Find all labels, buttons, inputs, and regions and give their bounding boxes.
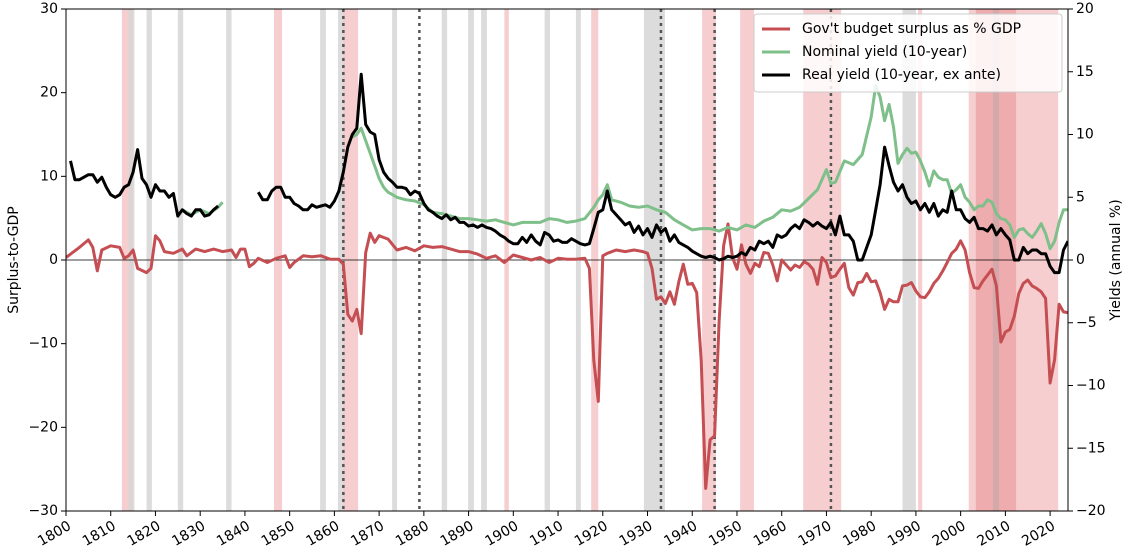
y-tick-label: −30 (28, 503, 58, 519)
y-tick-label: 20 (40, 85, 58, 101)
x-tick-label: 2000 (930, 518, 969, 550)
x-tick-label: 1950 (706, 518, 745, 550)
x-tick-label: 1880 (393, 518, 432, 550)
x-tick-label: 1810 (80, 518, 119, 550)
y2-tick-label: 0 (1076, 252, 1085, 268)
x-tick-label: 1990 (885, 518, 924, 550)
x-tick-label: 1960 (751, 518, 790, 550)
x-tick-label: 1890 (438, 518, 477, 550)
y2-tick-label: 20 (1076, 1, 1094, 17)
y2-tick-label: 15 (1076, 64, 1094, 80)
y2-tick-label: −10 (1076, 378, 1106, 394)
y-axis-label: Surplus-to-GDP (6, 206, 22, 313)
y-tick-label: −10 (28, 336, 58, 352)
series-line (69, 72, 1068, 275)
x-tick-label: 1820 (125, 518, 164, 550)
y2-tick-label: −15 (1076, 440, 1106, 456)
x-tick-label: 1980 (840, 518, 879, 550)
x-tick-label: 1840 (214, 518, 253, 550)
y2-tick-label: 5 (1076, 189, 1085, 205)
series-line (66, 222, 1068, 490)
y-tick-label: −20 (28, 419, 58, 435)
legend-label: Nominal yield (10-year) (802, 44, 967, 60)
x-tick-label: 2010 (975, 518, 1014, 550)
legend: Gov't budget surplus as % GDP Nominal yie… (753, 13, 1063, 93)
x-tick-label: 1900 (482, 518, 521, 550)
y-tick-label: 0 (49, 252, 58, 268)
x-tick-label: 1920 (572, 518, 611, 550)
x-tick-label: 1910 (527, 518, 566, 550)
x-tick-label: 1800 (35, 518, 74, 550)
x-tick-label: 1830 (169, 518, 208, 550)
x-tick-label: 1940 (661, 518, 700, 550)
x-tick-label: 1970 (796, 518, 835, 550)
x-tick-label: 1850 (259, 518, 298, 550)
legend-label: Real yield (10-year, ex ante) (802, 67, 1001, 83)
legend-box (753, 13, 1063, 93)
legend-label: Gov't budget surplus as % GDP (802, 21, 1021, 37)
y2-tick-label: −20 (1076, 503, 1106, 519)
y2-tick-label: 10 (1076, 127, 1094, 143)
x-tick-label: 2020 (1019, 518, 1058, 550)
y2-axis-label: Yields (annual %) (1108, 199, 1124, 321)
x-tick-label: 1870 (348, 518, 387, 550)
x-tick-label: 1860 (304, 518, 343, 550)
y-tick-label: 30 (40, 1, 58, 17)
y2-tick-label: −5 (1076, 315, 1097, 331)
x-tick-label: 1930 (617, 518, 656, 550)
y-tick-label: 10 (40, 168, 58, 184)
